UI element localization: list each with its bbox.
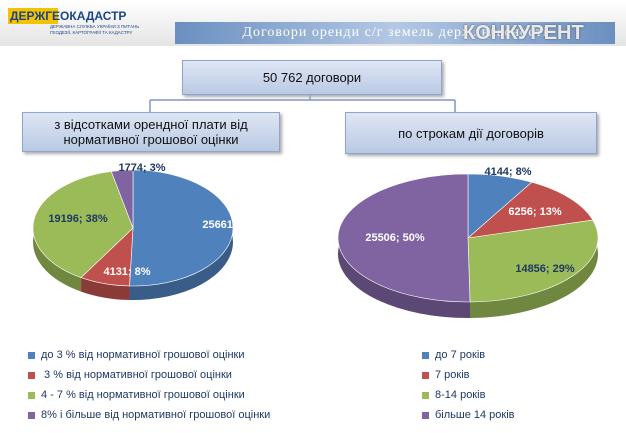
legend-entry: до 3 % від нормативної грошової оцінки bbox=[28, 345, 270, 365]
right-box: по строкам дії договорів bbox=[345, 112, 597, 154]
logo-subtitle: ДЕРЖАВНА СЛУЖБА УКРАЇНИ З ПИТАНЬ ГЕОДЕЗІ… bbox=[50, 24, 140, 35]
legend-swatch bbox=[422, 371, 429, 379]
data-label: 25661; 51% bbox=[202, 219, 262, 231]
logo: ДЕРЖГЕОКАДАСТР bbox=[8, 8, 129, 24]
legend-swatch bbox=[28, 351, 35, 359]
data-label: 1774; 3% bbox=[118, 162, 165, 174]
watermark: КОНКУРЕНТ bbox=[463, 22, 584, 44]
data-label: 4144; 8% bbox=[484, 166, 531, 178]
legend-entry: 7 років bbox=[422, 365, 515, 385]
data-label: 19196; 38% bbox=[48, 213, 108, 225]
data-label: 25506; 50% bbox=[365, 232, 425, 244]
legend-label: 3 % від нормативної грошової оцінки bbox=[41, 369, 232, 381]
pie-slice bbox=[129, 169, 234, 287]
pie-slice bbox=[467, 181, 594, 239]
left-box: з відсотками орендної плати від норматив… bbox=[22, 112, 280, 152]
pie-slice bbox=[32, 171, 134, 278]
slide-title: Договори оренди с/г земель держ. власнос… bbox=[175, 22, 615, 44]
pie-slice bbox=[467, 219, 599, 303]
legend-label: до 7 років bbox=[435, 349, 486, 361]
legend-swatch bbox=[422, 351, 429, 359]
data-label: 14856; 29% bbox=[515, 263, 575, 275]
legend-entry: до 7 років bbox=[422, 345, 515, 365]
legend-swatch bbox=[28, 391, 35, 399]
legend: до 7 років 7 років 8-14 років більше 14 рок… bbox=[422, 345, 515, 425]
pie-slice bbox=[110, 169, 134, 229]
legend: до 3 % від нормативної грошової оцінки 3… bbox=[28, 345, 270, 425]
legend-label: 4 - 7 % від нормативної грошової оцінки bbox=[41, 389, 245, 401]
legend-label: 8-14 років bbox=[435, 389, 486, 401]
legend-swatch bbox=[28, 371, 35, 379]
total-box: 50 762 договори bbox=[182, 60, 442, 95]
legend-swatch bbox=[28, 411, 35, 419]
legend-label: 8% і більше від нормативної грошової оці… bbox=[41, 409, 271, 421]
connectors bbox=[149, 93, 456, 112]
pie-slice-side bbox=[81, 277, 130, 300]
legend-entry: 8% і більше від нормативної грошової оці… bbox=[28, 405, 270, 425]
legend-swatch bbox=[422, 391, 429, 399]
legend-swatch bbox=[422, 411, 429, 419]
legend-label: до 3 % від нормативної грошової оцінки bbox=[41, 349, 245, 361]
pie-slice-side bbox=[470, 220, 598, 318]
data-label: 6256; 13% bbox=[508, 206, 561, 218]
data-label: 4131; 8% bbox=[103, 266, 150, 278]
pie-slice bbox=[337, 173, 471, 303]
legend-entry: 3 % від нормативної грошової оцінки bbox=[28, 365, 270, 385]
legend-entry: 4 - 7 % від нормативної грошової оцінки bbox=[28, 385, 270, 405]
legend-entry: 8-14 років bbox=[422, 385, 515, 405]
legend-entry: більше 14 років bbox=[422, 405, 515, 425]
legend-label: 7 років bbox=[435, 369, 470, 381]
legend-label: більше 14 років bbox=[435, 409, 515, 421]
